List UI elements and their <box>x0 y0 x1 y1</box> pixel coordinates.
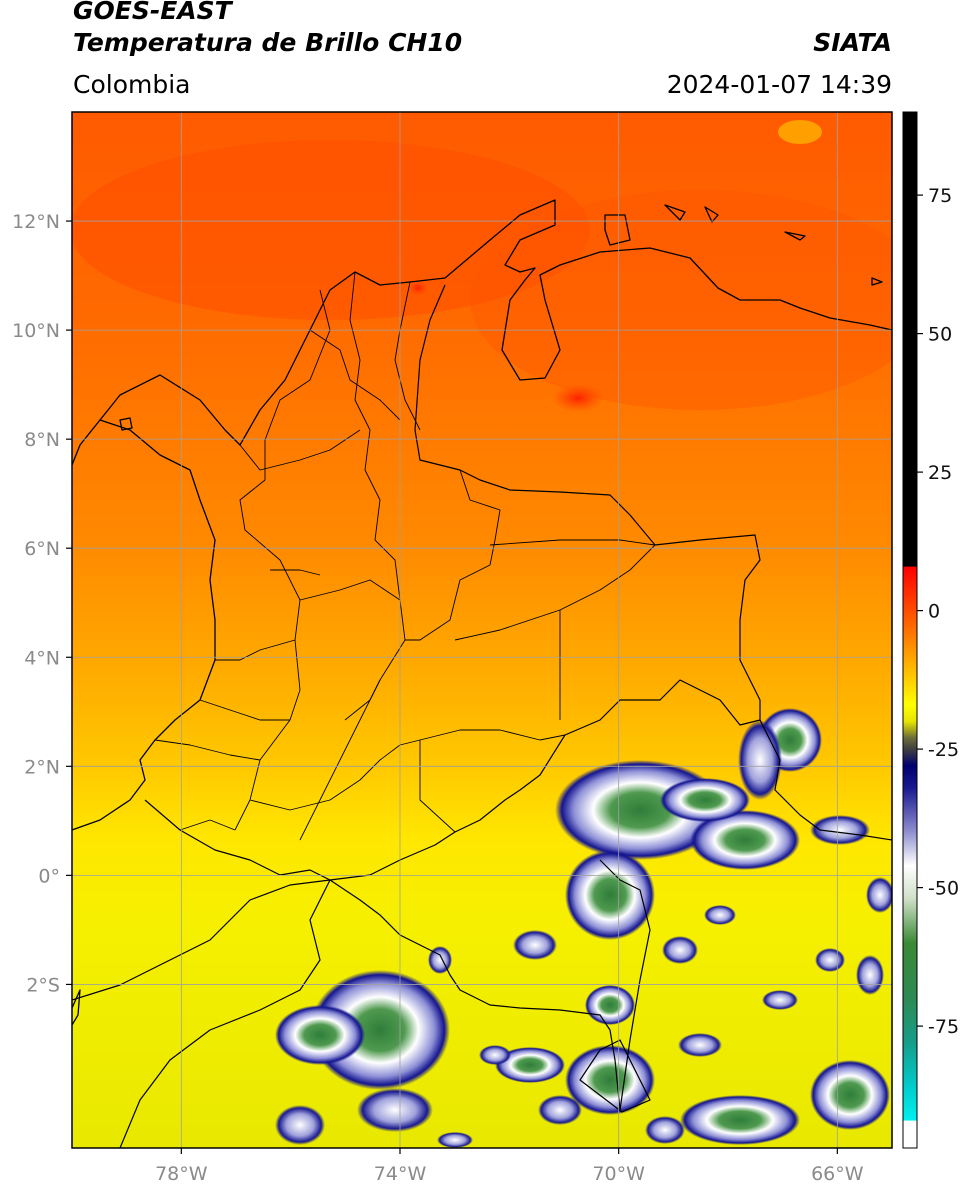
lat-tick-label: 12°N <box>12 211 60 233</box>
peru-colombia-border <box>329 879 621 1111</box>
lat-tick-label: 4°N <box>24 647 60 669</box>
lon-tick-label: 78°W <box>155 1163 208 1185</box>
lat-tick-label: 6°N <box>24 538 60 560</box>
cloud-cell <box>762 990 798 1010</box>
lat-tick-label: 2°N <box>24 756 60 778</box>
cloud-cell <box>479 1045 511 1065</box>
colorbar-tick-label: 75 <box>928 185 952 207</box>
cloud-cell <box>565 1045 655 1115</box>
colorbar <box>903 112 917 1148</box>
lat-tick-label: 2°S <box>26 974 60 996</box>
warm-spot <box>408 280 428 296</box>
colorbar-tick-label: 50 <box>928 324 952 346</box>
brightness-temperature-field <box>72 112 892 1148</box>
tick-marks <box>66 220 838 1154</box>
lon-tick-label: 70°W <box>592 1163 645 1185</box>
colorbar-tick-label: -50 <box>928 878 959 900</box>
region-label: Colombia <box>73 70 191 99</box>
map-frame <box>71 111 893 1149</box>
cloud-cell <box>866 877 892 913</box>
cloud-cell <box>810 1060 890 1130</box>
islands <box>664 204 883 286</box>
cloud-cell <box>645 1116 685 1144</box>
lat-tick-label: 0° <box>38 865 60 887</box>
cloud-cell <box>704 905 736 925</box>
border-segment <box>579 1039 651 1113</box>
brazil-peru-border <box>599 859 651 1111</box>
colorbar-tick-label: -25 <box>928 739 959 761</box>
cool-spot <box>778 120 822 144</box>
cloud-cell <box>275 1105 325 1145</box>
colorbar-frame <box>902 111 918 1149</box>
department-borders <box>154 271 656 841</box>
cloud-cell <box>538 1095 582 1125</box>
timestamp-label: 2024-01-07 14:39 <box>666 70 892 99</box>
colorbar-tick-label: -75 <box>928 1016 959 1038</box>
graticule <box>72 112 892 1148</box>
colorbar-tick-label: 0 <box>928 601 940 623</box>
colorbar-tick-label: 25 <box>928 462 952 484</box>
cloud-cell <box>437 1132 473 1148</box>
warm-region <box>72 140 590 320</box>
cloud-cell <box>690 810 800 870</box>
agency-label: SIATA <box>813 28 892 57</box>
lat-tick-label: 10°N <box>12 320 60 342</box>
cloud-cell <box>810 815 870 845</box>
ecuador-border <box>72 879 331 1001</box>
island <box>119 417 133 431</box>
lon-tick-label: 74°W <box>374 1163 427 1185</box>
ecuador-peru-border <box>119 879 331 1148</box>
cloud-cell <box>856 955 884 995</box>
tick-labels: 78°W 74°W 70°W 66°W 12°N 10°N 8°N 6°N 4°N 2°N 0° 2°… <box>12 211 864 1185</box>
cloud-cell <box>495 1047 565 1083</box>
lon-tick-label: 66°W <box>811 1163 864 1185</box>
cloud-cell <box>678 1033 722 1057</box>
map-panel <box>72 112 892 1148</box>
cloud-cell <box>738 720 782 800</box>
cloud-cell <box>815 948 845 972</box>
cloud-cell <box>660 778 750 822</box>
cloud-cell <box>585 985 635 1025</box>
cloud-cell <box>662 936 698 964</box>
title-product: Temperatura de Brillo CH10 <box>73 28 463 57</box>
cloud-cell <box>565 850 655 940</box>
warm-region <box>470 190 892 410</box>
cloud-cell <box>310 970 450 1090</box>
title-satellite: GOES-EAST <box>73 0 232 25</box>
island <box>604 214 631 246</box>
lat-tick-label: 8°N <box>24 429 60 451</box>
cloud-cell <box>357 1088 433 1132</box>
colorbar-ticks: 75 50 25 0 -25 -50 -75 <box>917 185 959 1038</box>
warm-spot <box>552 384 604 412</box>
cloud-cell <box>680 1095 800 1145</box>
brazil-venezuela-border <box>759 719 892 841</box>
cloud-cell <box>275 1005 365 1065</box>
cloud-cell <box>513 930 557 960</box>
convective-clouds <box>275 708 892 1148</box>
